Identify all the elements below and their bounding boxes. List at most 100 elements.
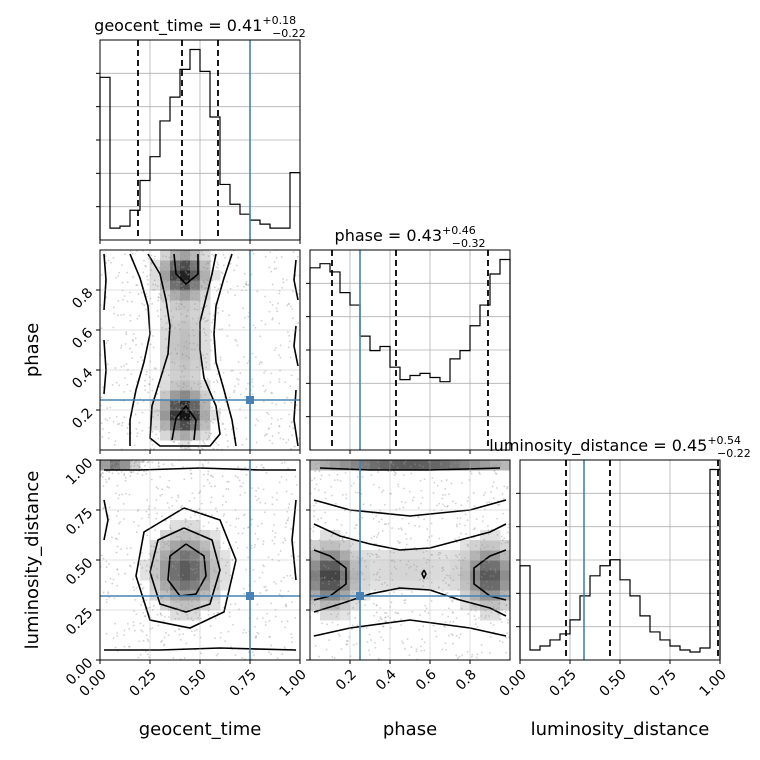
panel-phase-vs-luminosity-distance-sample [372, 483, 375, 486]
panel-geocent-time-vs-luminosity-distance-sample [199, 572, 202, 575]
panel-geocent-time-vs-phase-density-cell [160, 270, 171, 281]
panel-geocent-time-vs-phase-sample [208, 312, 211, 315]
panel-geocent-time-vs-phase-sample [202, 279, 205, 282]
panel-geocent-time-vs-phase-sample [157, 296, 160, 299]
panel-geocent-time-vs-luminosity-distance-sample [165, 574, 167, 577]
panel-geocent-time-vs-phase-sample [201, 285, 203, 288]
panel-geocent-time-vs-luminosity-distance-sample [112, 466, 115, 469]
panel-geocent-time-vs-phase-sample [184, 447, 187, 450]
panel-geocent-time-vs-luminosity-distance-sample [130, 464, 133, 467]
panel-geocent-time-vs-phase-density-cell [180, 410, 191, 421]
panel-phase-vs-luminosity-distance-sample [480, 643, 483, 646]
panel-geocent-time-vs-phase-sample [278, 292, 281, 295]
panel-phase-vs-luminosity-distance-sample [311, 479, 313, 482]
panel-geocent-time-vs-luminosity-distance-sample [174, 568, 177, 570]
panel-geocent-time-vs-luminosity-distance-sample [182, 574, 184, 577]
panel-phase-vs-luminosity-distance-sample [494, 569, 497, 572]
panel-phase-vs-luminosity-distance-sample [407, 560, 410, 563]
panel-geocent-time-vs-phase-sample [217, 306, 219, 309]
panel-phase-vs-luminosity-distance-density-cell [320, 600, 331, 611]
panel-geocent-time-vs-phase-sample [187, 290, 190, 293]
panel-geocent-time-vs-phase-sample [153, 279, 156, 282]
panel-geocent-time-vs-phase-sample [129, 291, 131, 294]
panel-phase-vs-luminosity-distance-sample [355, 466, 358, 469]
panel-geocent-time-vs-phase-sample [204, 320, 207, 323]
panel-geocent-time-vs-luminosity-distance-sample [157, 465, 160, 467]
panel-phase-vs-luminosity-distance-density-cell [430, 560, 441, 571]
panel-geocent-time-vs-phase-sample [206, 414, 208, 416]
panel-phase-vs-luminosity-distance-sample [425, 550, 428, 552]
panel-phase-vs-luminosity-distance-sample [454, 502, 457, 505]
panel-geocent-time-vs-luminosity-distance-sample [221, 503, 224, 506]
panel-phase-vs-luminosity-distance-sample [373, 614, 376, 617]
panel-geocent-time-vs-phase-density-cell [170, 330, 181, 341]
panel-phase-vs-luminosity-distance-sample [322, 564, 325, 567]
panel-geocent-time-vs-luminosity-distance-density-cell [190, 520, 201, 531]
panel-geocent-time-vs-luminosity-distance-sample [234, 525, 237, 528]
panel-phase-vs-luminosity-distance-density-cell [460, 550, 471, 561]
panel-geocent-time-vs-phase-sample [266, 432, 268, 435]
panel-geocent-time-vs-luminosity-distance-sample [187, 526, 190, 528]
panel-geocent-time-vs-phase-sample [130, 373, 133, 376]
xticklabel-phase-1: 0.4 [373, 667, 400, 694]
panel-phase-vs-luminosity-distance-sample [373, 602, 375, 605]
panel-geocent-time-vs-phase-sample [117, 314, 119, 317]
panel-phase-vs-luminosity-distance-sample [368, 649, 370, 652]
panel-phase-vs-luminosity-distance-sample [446, 556, 448, 559]
panel-geocent-time-vs-luminosity-distance-density-cell [150, 580, 161, 591]
panel-phase-vs-luminosity-distance-sample [390, 572, 393, 575]
panel-phase-vs-luminosity-distance-sample [506, 485, 509, 488]
panel-geocent-time-vs-luminosity-distance-sample [262, 543, 265, 546]
panel-geocent-time-vs-luminosity-distance-sample [263, 511, 266, 514]
panel-geocent-time-vs-phase-sample [181, 285, 184, 287]
panel-geocent-time-vs-luminosity-distance-sample [105, 560, 108, 563]
panel-geocent-time-vs-phase-sample [291, 420, 294, 423]
panel-phase-vs-luminosity-distance-sample [364, 604, 367, 606]
panel-phase-vs-luminosity-distance-sample [499, 618, 502, 621]
panel-geocent-time-vs-phase-contour-0 [147, 253, 221, 447]
panel-phase-vs-luminosity-distance-sample [433, 481, 436, 484]
panel-phase-vs-luminosity-distance-sample [314, 463, 317, 466]
panel-geocent-time-vs-phase-sample [153, 448, 155, 450]
panel-geocent-time-vs-luminosity-distance-sample [195, 611, 197, 614]
panel-phase-vs-luminosity-distance-sample [456, 517, 459, 519]
panel-geocent-time-vs-phase-sample [217, 312, 220, 314]
panel-phase-vs-luminosity-distance-sample [504, 590, 507, 592]
panel-geocent-time-vs-phase-density-cell [160, 410, 171, 421]
panel-phase-vs-luminosity-distance-sample [473, 528, 476, 531]
panel-geocent-time-vs-luminosity-distance-sample [188, 560, 191, 563]
panel-geocent-time-vs-luminosity-distance-sample [101, 472, 104, 475]
panel-geocent-time-vs-phase-sample [201, 415, 203, 418]
panel-geocent-time-vs-luminosity-distance-sample [183, 478, 186, 481]
panel-geocent-time-vs-phase-density-cell [190, 310, 201, 321]
panel-phase-vs-luminosity-distance-sample [390, 492, 392, 495]
panel-geocent-time-vs-luminosity-distance-sample [274, 536, 276, 538]
panel-phase-vs-luminosity-distance-density-cell [340, 560, 351, 571]
panel-phase-vs-luminosity-distance-sample [438, 557, 441, 560]
panel-phase-vs-luminosity-distance-sample [488, 501, 491, 504]
panel-geocent-time-vs-luminosity-distance-sample [200, 617, 202, 620]
panel-geocent-time-vs-phase-sample [186, 347, 189, 350]
panel-geocent-time-vs-phase-sample [187, 273, 190, 276]
panel-phase-vs-luminosity-distance-sample [352, 466, 355, 468]
title-geocent-time-name: geocent_time [94, 16, 203, 36]
panel-geocent-time-vs-phase-sample [107, 259, 110, 262]
panel-phase-vs-luminosity-distance-sample [387, 615, 389, 618]
panel-geocent-time-vs-luminosity-distance-sample [217, 601, 220, 604]
panel-geocent-time-vs-luminosity-distance-sample [216, 587, 219, 590]
panel-geocent-time-vs-phase-density-cell [180, 260, 191, 271]
panel-geocent-time-vs-phase-sample [217, 443, 220, 446]
panel-phase-vs-luminosity-distance-density-cell [440, 550, 451, 561]
panel-geocent-time-vs-luminosity-distance-sample [208, 554, 211, 556]
panel-geocent-time-vs-phase-sample [237, 256, 240, 259]
panel-geocent-time-vs-luminosity-distance-density-cell [190, 550, 201, 561]
panel-geocent-time-vs-phase-sample [264, 389, 267, 391]
panel-geocent-time-vs-luminosity-distance-sample [164, 519, 167, 522]
panel-geocent-time-vs-luminosity-distance-density-cell [160, 540, 171, 551]
panel-geocent-time-vs-phase-sample [121, 424, 123, 427]
panel-geocent-time-vs-luminosity-distance-sample [213, 567, 216, 569]
panel-geocent-time-vs-phase-sample [236, 344, 239, 347]
panel-geocent-time-vs-luminosity-distance-sample [104, 580, 107, 583]
panel-phase-vs-luminosity-distance-density-cell [340, 540, 351, 551]
panel-geocent-time-vs-luminosity-distance-sample [126, 553, 129, 556]
